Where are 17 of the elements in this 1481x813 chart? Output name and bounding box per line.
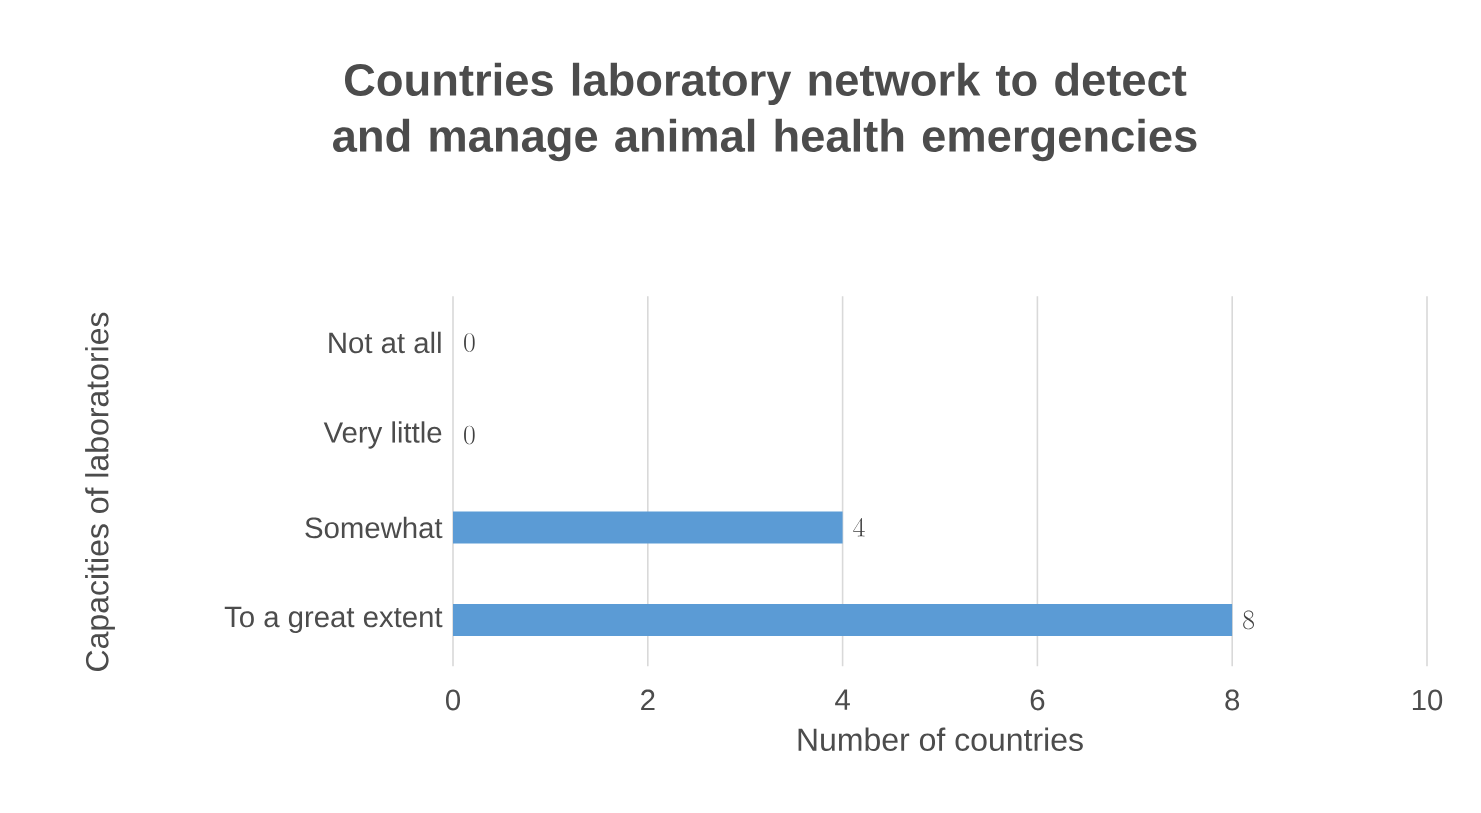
y-tick-label: Somewhat xyxy=(305,516,443,539)
data-label: 0 xyxy=(464,333,475,352)
data-label: 8 xyxy=(1243,610,1254,630)
y-tick-label: To a great extent xyxy=(224,606,443,634)
x-axis-title: Number of countries xyxy=(798,727,1083,752)
x-tick-label: 0 xyxy=(446,689,461,711)
data-label: 4 xyxy=(853,517,865,537)
y-axis-title: Capacities of laboratories xyxy=(85,312,115,671)
y-tick-label: Very little xyxy=(323,421,442,449)
y-tick-label: Not at all xyxy=(329,331,441,354)
data-label: 0 xyxy=(464,425,475,445)
x-tick-label: 8 xyxy=(1225,689,1240,711)
x-tick-label: 6 xyxy=(1030,689,1045,711)
x-tick-label: 10 xyxy=(1412,689,1443,711)
chart-title: Countries laboratory network to detect and manage animal health emergencies xyxy=(333,62,1197,162)
x-tick-label: 2 xyxy=(641,689,655,711)
x-tick-label: 4 xyxy=(835,689,850,710)
